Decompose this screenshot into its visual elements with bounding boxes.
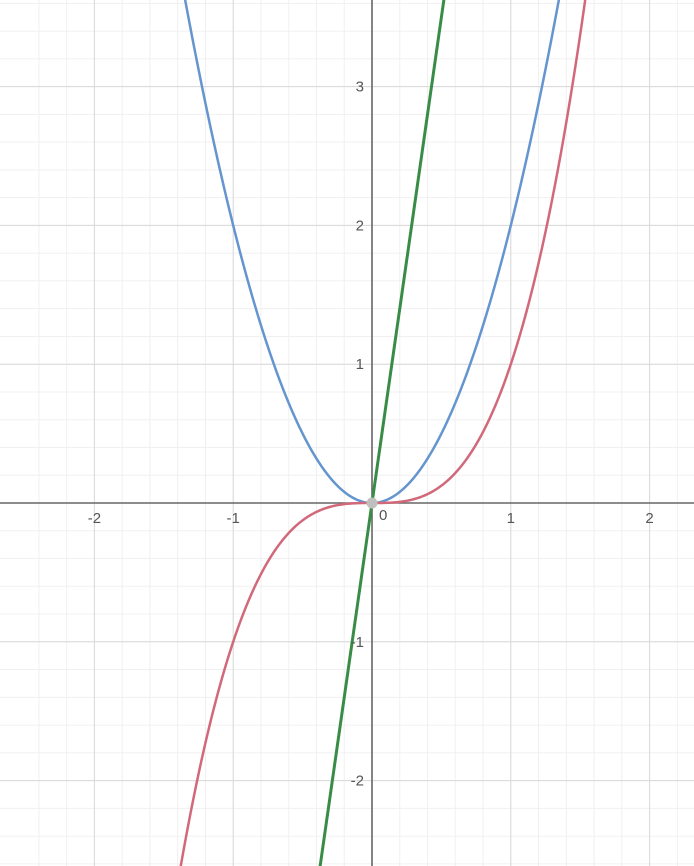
y-tick-label: -1 bbox=[351, 634, 364, 651]
coordinate-plane-chart: -2 -1 1 2 -2 -1 1 2 3 0 bbox=[0, 0, 694, 866]
x-tick-label: -2 bbox=[88, 510, 101, 527]
y-tick-label: 3 bbox=[356, 79, 364, 96]
x-tick-label: -1 bbox=[227, 510, 240, 527]
y-tick-label: -2 bbox=[351, 773, 364, 790]
x-tick-label: 1 bbox=[507, 510, 515, 527]
origin-point bbox=[367, 498, 378, 509]
chart-svg: -2 -1 1 2 -2 -1 1 2 3 0 bbox=[0, 0, 694, 866]
origin-label: 0 bbox=[379, 507, 387, 524]
x-tick-label: 2 bbox=[645, 510, 653, 527]
y-tick-label: 1 bbox=[356, 356, 364, 373]
y-tick-label: 2 bbox=[356, 217, 364, 234]
